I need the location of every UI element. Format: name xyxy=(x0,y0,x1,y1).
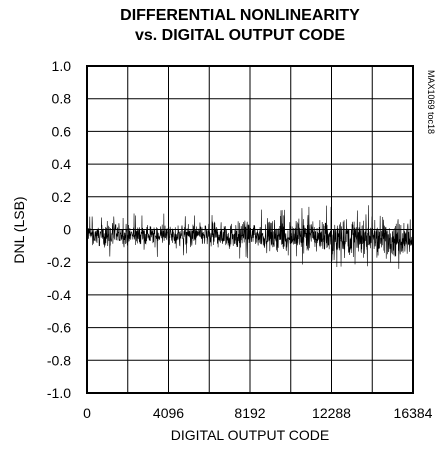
y-tick-label: 0.6 xyxy=(52,123,72,139)
y-tick-label: -0.4 xyxy=(47,287,71,303)
plot-frame xyxy=(86,65,414,394)
y-tick-label: 0.8 xyxy=(52,91,72,107)
y-tick-label: 1.0 xyxy=(52,58,72,74)
y-tick-label: -0.8 xyxy=(47,352,71,368)
dnl-trace xyxy=(86,205,414,269)
y-tick-label: 0.4 xyxy=(52,156,72,172)
y-axis-label: DNL (LSB) xyxy=(11,196,27,263)
y-tick-label: -0.2 xyxy=(47,254,71,270)
x-tick-label: 8192 xyxy=(234,405,265,421)
figure-code: MAX1069 toc18 xyxy=(426,70,436,134)
x-tick-label: 0 xyxy=(83,405,91,421)
x-tick-label: 12288 xyxy=(312,405,351,421)
y-tick-label: -0.6 xyxy=(47,320,71,336)
y-tick-labels: 1.0 0.8 0.6 0.4 0.2 0 -0.2 -0.4 -0.6 -0.8 -1.0 xyxy=(47,58,71,401)
y-tick-label: -1.0 xyxy=(47,385,71,401)
chart-title: DIFFERENTIAL NONLINEARITY xyxy=(120,7,360,24)
dnl-series-line xyxy=(86,205,414,269)
chart-subtitle: vs. DIGITAL OUTPUT CODE xyxy=(135,27,345,44)
x-tick-label: 16384 xyxy=(394,405,433,421)
y-tick-label: 0.2 xyxy=(52,189,72,205)
x-tick-labels: 0 4096 8192 12288 16384 xyxy=(83,405,433,421)
x-tick-label: 4096 xyxy=(153,405,184,421)
x-axis-label: DIGITAL OUTPUT CODE xyxy=(171,427,329,443)
y-tick-label: 0 xyxy=(63,222,71,238)
